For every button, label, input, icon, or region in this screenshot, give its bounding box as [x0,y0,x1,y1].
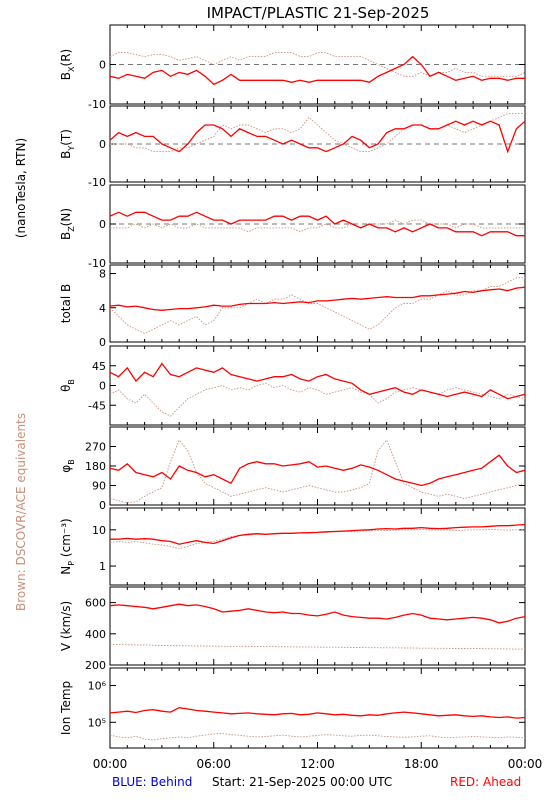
series-equivalent-temp [109,732,526,741]
x-tick-label: 12:00 [300,757,335,771]
panel-by: -10 0 BY(T) [59,105,526,189]
y-tick-label: 1 [99,560,106,573]
series-ahead-bx [109,55,525,86]
y-tick-label: 200 [85,659,106,672]
x-tick-label: 00:00 [93,757,128,771]
y-tick-label: 270 [85,441,106,454]
y-axis-label-v: V (km/s) [59,601,73,651]
brown-equivalents-label: Brown: DSCOVR/ACE equivalents [14,413,28,611]
series-ahead-bz [109,211,525,237]
series-ahead-v [109,603,526,624]
panel-bt: 0 4 8 total B [59,264,526,349]
y-tick-label: 10⁵ [88,716,106,729]
units-label: (nanoTesla, RTN) [14,138,28,238]
x-tick-label: 06:00 [196,757,231,771]
y-tick-label: 180 [85,460,106,473]
series-ahead-theta [109,362,526,400]
y-axis-label-phi: φB [59,459,76,472]
series-ahead-np [110,523,526,545]
series-equivalent-v [109,643,525,650]
y-tick-label: 8 [99,268,106,281]
y-tick-label: 4 [99,302,106,315]
series-equivalent-bz [110,219,525,233]
panel-theta: -45 0 45 θB [59,345,526,426]
y-tick-label: 0 [99,380,106,393]
y-axis-label-bt: total B [59,284,73,324]
footer-start: Start: 21-Sep-2025 00:00 UTC [212,775,392,789]
panel-bz: -10 0 BZ(N) [59,184,526,270]
series-ahead-phi [109,454,526,487]
series-ahead-bt [109,286,526,311]
panels: -10 0 BX(R) -10 0 BY(T) -10 0 BZ(N) 0 4 8 total B -45… [59,24,543,771]
panel-frame-np [109,507,526,586]
y-axis-label-bx: BX(R) [59,49,76,80]
panel-frame-v [109,586,526,666]
y-axis-label-temp: Ion Temp [59,681,73,735]
y-tick-label: 0 [99,59,106,72]
y-tick-label: -10 [88,176,106,189]
y-tick-label: 45 [92,360,106,373]
series-equivalent-phi [109,439,526,504]
series-equivalent-theta [109,382,526,417]
y-tick-label: 600 [85,597,106,610]
y-tick-label: 90 [92,480,106,493]
y-axis-label-np: NP (cm⁻³) [59,518,76,574]
y-tick-label: -10 [88,98,106,111]
panel-phi: 0 90 180 270 φB [59,426,526,512]
series-equivalent-by [110,113,525,153]
y-tick-label: 0 [99,218,106,231]
panel-frame-temp [109,667,526,749]
panel-frame-phi [109,426,526,506]
y-tick-label: 10⁶ [88,680,107,693]
y-tick-label: 0 [99,336,106,349]
panel-bx: -10 0 BX(R) [59,24,526,111]
series-ahead-temp [109,707,526,719]
y-tick-label: 400 [85,628,106,641]
series-ahead-by [109,120,526,154]
panel-np: 1 10 NP (cm⁻³) [59,507,526,586]
footer-behind: BLUE: Behind [112,775,192,789]
y-tick-label: 0 [99,499,106,512]
panel-v: 200 400 600 V (km/s) [59,586,526,672]
footer-ahead: RED: Ahead [450,775,521,789]
panel-temp: 10⁵ 10⁶ Ion Temp [59,667,526,749]
x-tick-label: 18:00 [404,757,439,771]
y-tick-label: -10 [88,257,106,270]
y-tick-label: -45 [88,399,106,412]
chart-title: IMPACT/PLASTIC 21-Sep-2025 [207,4,430,22]
y-tick-label: 10 [92,524,106,537]
y-axis-label-by: BY(T) [59,129,76,159]
y-axis-label-bz: BZ(N) [59,208,76,240]
x-tick-label: 00:00 [508,757,543,771]
panel-frame-theta [109,345,526,426]
y-tick-label: 0 [99,138,106,151]
y-axis-label-theta: θB [59,379,76,392]
series-equivalent-bt [109,277,525,334]
